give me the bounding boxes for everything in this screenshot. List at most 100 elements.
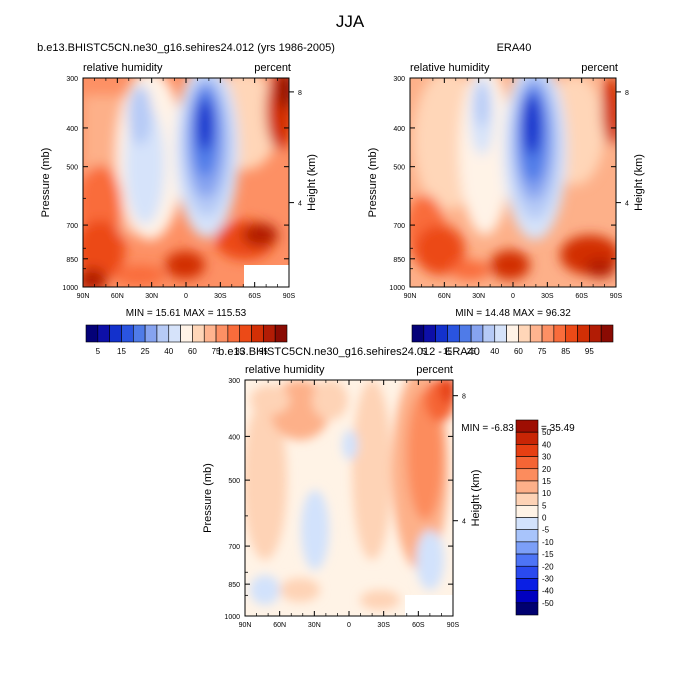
height-tick-label-obs: 8 — [625, 90, 629, 97]
colorbar-box-obs — [506, 324, 519, 343]
y-tick-label-obs: 1000 — [389, 285, 405, 292]
y-axis-right-label-obs: Height (km) — [633, 154, 645, 211]
y-tick-label-diff: 500 — [228, 478, 240, 485]
colorbar-label-diff: -30 — [542, 574, 554, 583]
x-tick-label-diff: 90S — [447, 622, 460, 629]
min-max-obs: MIN = 14.48 MAX = 96.32 — [455, 308, 571, 319]
colorbar-label-obs: 15 — [443, 347, 452, 356]
x-tick-label-diff: 30S — [377, 622, 390, 629]
colorbar-label-obs: 75 — [538, 347, 547, 356]
x-tick-label-obs: 0 — [511, 293, 515, 300]
colorbar-box-obs — [589, 324, 602, 343]
height-tick-label-diff: 8 — [462, 394, 466, 401]
colorbar-box-diff — [515, 444, 539, 457]
y-tick-label-obs: 400 — [393, 126, 405, 133]
y-tick-label-obs: 850 — [393, 257, 405, 264]
panel-model-right-label: percent — [254, 62, 291, 74]
x-tick-label-model: 90N — [77, 293, 90, 300]
x-tick-label-model: 90S — [283, 293, 296, 300]
x-tick-label-model: 60S — [248, 293, 261, 300]
y-tick-label-obs: 500 — [393, 165, 405, 172]
colorbar-box-diff — [515, 505, 539, 518]
colorbar-box-diff — [515, 553, 539, 567]
colorbar-label-diff: 10 — [542, 489, 551, 498]
colorbar-label-obs: 95 — [585, 347, 594, 356]
height-tick-label-model: 4 — [298, 201, 302, 208]
colorbar-box-obs — [494, 324, 507, 343]
colorbar-box-obs — [553, 324, 567, 343]
colorbar-label-diff: 50 — [542, 428, 551, 437]
colorbar-box-model — [274, 324, 288, 343]
colorbar-label-diff: 0 — [542, 514, 547, 523]
panel-diff-left-label: relative humidity — [245, 364, 325, 376]
x-tick-label-obs: 60N — [438, 293, 451, 300]
y-axis-label-diff: Pressure (mb) — [202, 463, 214, 533]
colorbar-box-obs — [411, 324, 425, 343]
colorbar-label-obs: 5 — [422, 347, 427, 356]
x-tick-label-model: 30S — [214, 293, 227, 300]
x-tick-label-model: 30N — [145, 293, 158, 300]
colorbar-box-diff — [515, 480, 539, 494]
colorbar-box-obs — [541, 324, 555, 343]
colorbar-box-obs — [565, 324, 578, 343]
colorbar-box-obs — [482, 324, 496, 343]
colorbar-label-obs: 60 — [514, 347, 523, 356]
colorbar-box-diff — [515, 565, 539, 579]
x-tick-label-obs: 90N — [404, 293, 417, 300]
height-tick-label-diff: 4 — [462, 519, 466, 526]
panel-diff-title: b.e13.BHISTC5CN.ne30_g16.sehires24.012 -… — [218, 346, 480, 358]
panel-obs: ERA40 relative humidity percent — [367, 42, 645, 319]
colorbar-label-model: 5 — [96, 347, 101, 356]
y-axis-right-label-diff: Height (km) — [470, 470, 482, 527]
colorbar-box-model — [144, 324, 158, 343]
colorbar-label-model: 95 — [259, 347, 268, 356]
panel-obs-left-label: relative humidity — [410, 62, 490, 74]
panel-model-left-label: relative humidity — [83, 62, 163, 74]
colorbar-box-model — [156, 324, 170, 343]
colorbar-box-diff — [515, 456, 539, 470]
min-max-model: MIN = 15.61 MAX = 115.53 — [126, 308, 247, 319]
colorbar-label-diff: 40 — [542, 440, 551, 449]
colorbar-box-diff — [515, 517, 539, 530]
colorbar-box-diff — [515, 590, 539, 604]
colorbar-box-obs — [577, 324, 590, 343]
y-tick-label-model: 300 — [66, 76, 78, 83]
colorbar-box-diff — [515, 419, 539, 433]
colorbar-box-diff — [515, 492, 539, 506]
colorbar-box-model — [192, 324, 205, 343]
colorbar-label-diff: -10 — [542, 538, 554, 547]
colorbar-box-diff — [515, 578, 539, 591]
colorbar-box-diff — [515, 541, 539, 555]
colorbar-box-diff — [515, 529, 539, 543]
colorbar-label-model: 60 — [188, 347, 197, 356]
colorbar-label-diff: 30 — [542, 453, 551, 462]
colorbar-box-model — [97, 324, 110, 343]
colorbar-box-obs — [529, 324, 543, 343]
panel-obs-right-label: percent — [581, 62, 618, 74]
y-tick-label-model: 850 — [66, 257, 78, 264]
y-tick-label-model: 1000 — [62, 285, 78, 292]
colorbar-label-diff: 20 — [542, 465, 551, 474]
colorbar-label-model: 25 — [141, 347, 150, 356]
colorbar-box-model — [239, 324, 252, 343]
x-tick-label-model: 60N — [111, 293, 124, 300]
y-axis-right-label-model: Height (km) — [306, 154, 318, 211]
x-tick-label-model: 0 — [184, 293, 188, 300]
x-tick-label-obs: 30S — [541, 293, 554, 300]
colorbar-box-model — [85, 324, 99, 343]
colorbar-box-obs — [435, 324, 448, 343]
panel-obs-field — [410, 78, 616, 287]
colorbar-box-obs — [470, 324, 484, 343]
x-tick-label-diff: 0 — [347, 622, 351, 629]
colorbar-box-obs — [600, 324, 614, 343]
colorbar-box-model — [121, 324, 134, 343]
colorbar-label-diff: 5 — [542, 501, 547, 510]
colorbar-box-model — [132, 324, 146, 343]
colorbar-box-obs — [518, 324, 531, 343]
colorbar-label-model: 15 — [117, 347, 126, 356]
colorbar-box-obs — [447, 324, 460, 343]
panel-obs-title: ERA40 — [497, 42, 532, 54]
panel-model: b.e13.BHISTC5CN.ne30_g16.sehires24.012 (… — [37, 42, 335, 319]
x-tick-label-diff: 60N — [273, 622, 286, 629]
y-tick-label-obs: 300 — [393, 76, 405, 83]
